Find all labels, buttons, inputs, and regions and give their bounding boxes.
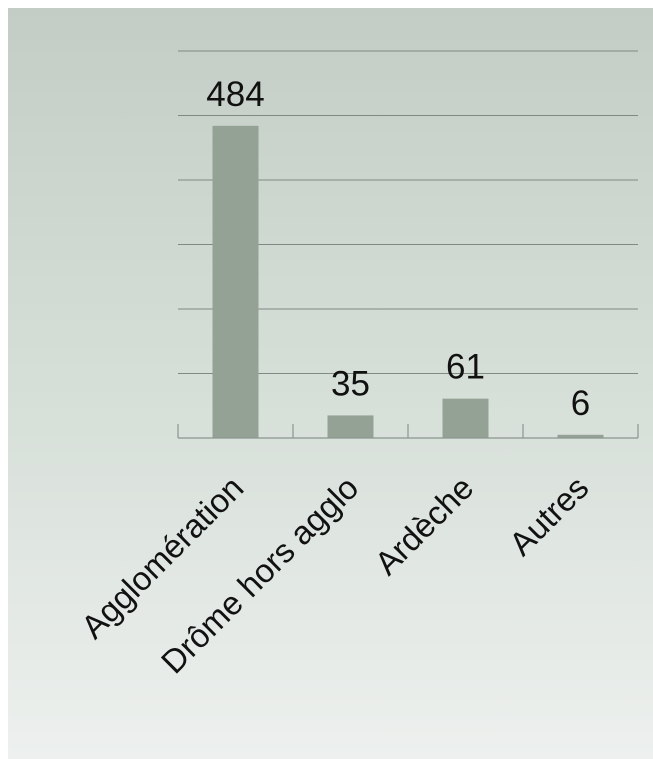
category-label: Drôme hors agglo bbox=[154, 469, 366, 681]
data-label: 6 bbox=[571, 384, 590, 423]
bar bbox=[442, 398, 489, 438]
bar bbox=[557, 434, 604, 438]
bars bbox=[212, 125, 604, 438]
data-labels: 484 35 61 6 bbox=[206, 75, 590, 423]
data-label: 61 bbox=[446, 348, 485, 387]
category-label: Autres bbox=[502, 469, 596, 563]
x-axis bbox=[177, 424, 639, 439]
data-label: 35 bbox=[331, 364, 370, 403]
bar bbox=[212, 125, 259, 438]
bar bbox=[327, 415, 374, 438]
chart-area: 484 35 61 6 Agglomération Drôme hors agglo Ar… bbox=[8, 8, 653, 759]
data-label: 484 bbox=[206, 75, 264, 114]
category-label: Ardèche bbox=[367, 469, 480, 582]
